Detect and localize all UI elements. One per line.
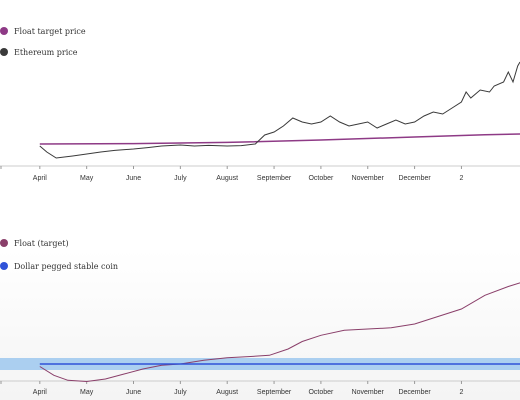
x-tick-label: 2 [459, 175, 463, 182]
legend-dot-stable-coin [0, 262, 8, 270]
x-tick-label: December [398, 175, 431, 182]
bottom-chart-svg: April May June July August September October No… [0, 282, 520, 396]
top-chart-svg: April May June July August September October No… [0, 61, 520, 182]
bottom-chart-panel: April May June July August September October No… [0, 200, 520, 400]
legend-label-float-target-price: Float target price [14, 26, 86, 36]
series-line-ethereum-price [39, 61, 520, 159]
legend-dot-float-target-price [0, 27, 8, 35]
x-tick-label: November [352, 175, 385, 182]
legend-dot-float-target [0, 239, 8, 247]
x-tick-label: November [352, 389, 385, 396]
legend-label-float-target: Float (target) [14, 238, 69, 248]
series-line-float-target [39, 282, 520, 383]
legend-item-float-target: Float (target) [0, 237, 118, 249]
x-tick-label: July [174, 389, 187, 396]
x-tick-label: June [126, 175, 141, 182]
x-tick-label: December [398, 389, 431, 396]
x-tick-label: October [308, 175, 334, 182]
x-tick-label: June [126, 389, 141, 396]
top-chart-panel: April May June July August September October No… [0, 25, 520, 182]
x-tick-label: 2 [459, 389, 463, 396]
x-tick-label: April [33, 175, 47, 182]
top-legend: Float target price Ethereum price [0, 25, 86, 67]
x-tick-label: August [216, 175, 238, 182]
legend-item-stable-coin: Dollar pegged stable coin [0, 260, 118, 272]
x-tick-label: August [216, 389, 238, 396]
legend-item-float-target-price: Float target price [0, 25, 86, 37]
x-tick-label: October [308, 389, 334, 396]
legend-label-ethereum-price: Ethereum price [14, 47, 78, 57]
legend-dot-ethereum-price [0, 48, 8, 56]
bottom-legend: Float (target) Dollar pegged stable coin [0, 237, 118, 281]
x-tick-label: July [174, 175, 187, 182]
series-line-float-target-price [39, 133, 520, 145]
x-tick-label: May [80, 389, 94, 396]
legend-item-ethereum-price: Ethereum price [0, 46, 86, 58]
x-tick-label: September [257, 389, 292, 396]
x-tick-label: September [257, 175, 292, 182]
x-tick-label: April [33, 389, 47, 396]
legend-label-stable-coin: Dollar pegged stable coin [14, 261, 119, 271]
x-tick-label: May [80, 175, 94, 182]
